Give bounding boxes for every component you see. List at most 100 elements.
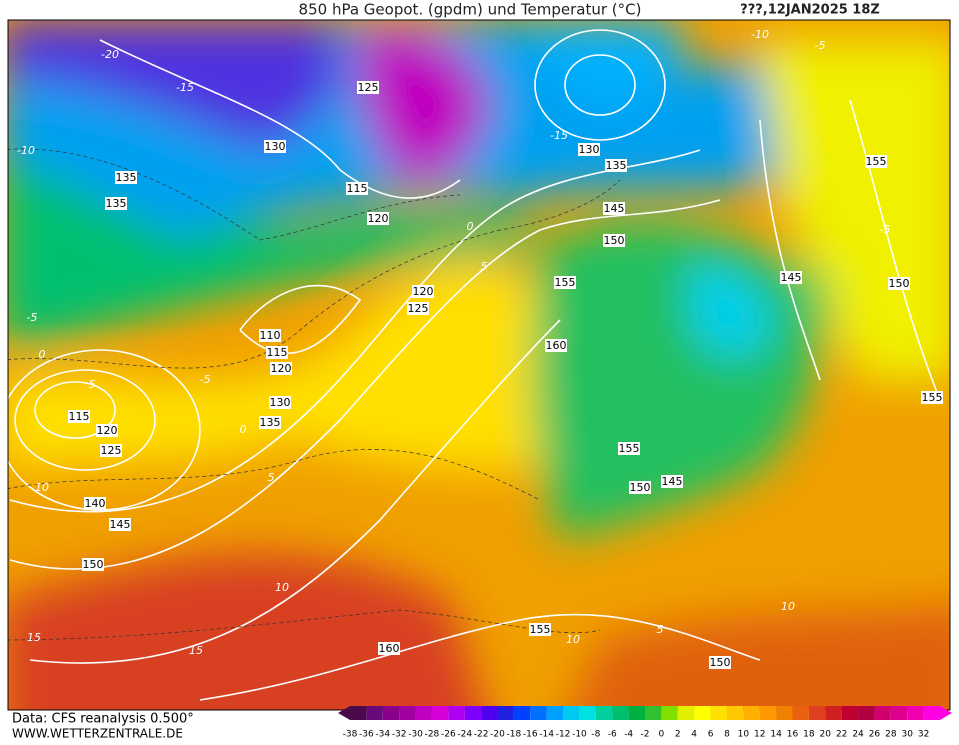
geopotential-label: 140 [85, 497, 106, 510]
scale-label: 8 [724, 730, 730, 740]
scale-label: 18 [803, 730, 815, 740]
temperature-label: 10 [275, 581, 289, 594]
scale-swatch [431, 706, 449, 720]
scale-label: -4 [624, 730, 633, 740]
label-box [921, 391, 943, 404]
scale-label: -12 [556, 730, 571, 740]
label-box [709, 656, 731, 669]
scale-swatch [694, 706, 711, 720]
scale-swatch [399, 706, 416, 720]
scale-label: -26 [441, 730, 456, 740]
geopotential-label: 150 [604, 234, 625, 247]
label-box [378, 642, 400, 655]
scale-swatch [792, 706, 809, 720]
scale-label: 10 [738, 730, 750, 740]
geopotential-label: 150 [889, 277, 910, 290]
geopotential-label: 120 [413, 285, 434, 298]
scale-swatch [366, 706, 383, 720]
scale-label: -22 [474, 730, 489, 740]
label-box [270, 362, 292, 375]
scale-swatch [923, 706, 940, 720]
color-scale: -38 -36 -34 -32 -30 -28 -26 -24 -22 -20 -18 -16 -14-… [338, 706, 952, 740]
scale-swatch [612, 706, 629, 720]
scale-label: 26 [869, 730, 881, 740]
scale-swatch [808, 706, 826, 720]
scale-swatch [579, 706, 596, 720]
geopotential-label: 115 [347, 182, 368, 195]
scale-label: -32 [392, 730, 407, 740]
scale-swatch [595, 706, 613, 720]
temperature-label: -10 [17, 144, 35, 157]
scale-swatch [661, 706, 678, 720]
geopotential-label: 125 [408, 302, 429, 315]
scale-label: -24 [457, 730, 472, 740]
label-box [629, 481, 651, 494]
label-box [259, 329, 281, 342]
geopotential-label: 130 [265, 140, 286, 153]
label-box [545, 339, 567, 352]
label-box [603, 202, 625, 215]
geopotential-label: 155 [619, 442, 640, 455]
website: WWW.WETTERZENTRALE.DE [12, 727, 183, 741]
label-box [618, 442, 640, 455]
scale-swatch [415, 706, 432, 720]
geopotential-label: 155 [866, 155, 887, 168]
scale-label: -14 [539, 730, 554, 740]
label-box [264, 140, 286, 153]
scale-swatch [874, 706, 891, 720]
geopotential-label: 125 [101, 444, 122, 457]
scale-label: -36 [359, 730, 374, 740]
map-area: 125 130 135 135 115 120 120 125 110 115 120 130 135 1… [8, 20, 950, 710]
geopotential-label: 145 [781, 271, 802, 284]
scale-label: -8 [591, 730, 600, 740]
geopotential-label: 125 [358, 81, 379, 94]
label-box [888, 277, 910, 290]
scale-swatch [513, 706, 531, 720]
temperature-label: -10 [751, 28, 769, 41]
scale-label: 16 [787, 730, 799, 740]
label-box [346, 182, 368, 195]
label-box [357, 81, 379, 94]
data-source: Data: CFS reanalysis 0.500° [12, 712, 194, 727]
scale-label: 0 [659, 730, 665, 740]
temperature-label: 5 [657, 623, 664, 636]
temperature-label: 15 [27, 631, 41, 644]
label-box [266, 346, 288, 359]
geopotential-label: 155 [555, 276, 576, 289]
geopotential-label: 135 [260, 416, 281, 429]
temperature-label: -5 [815, 39, 826, 52]
temperature-label: 10 [35, 481, 49, 494]
label-box [259, 416, 281, 429]
label-box [407, 302, 429, 315]
geopotential-label: 150 [630, 481, 651, 494]
geopotential-label: 160 [379, 642, 400, 655]
label-box [661, 475, 683, 488]
scale-label: 14 [770, 730, 782, 740]
label-box [529, 623, 551, 636]
scale-label: -34 [375, 730, 390, 740]
label-box [865, 155, 887, 168]
label-box [109, 518, 131, 531]
temperature-label: 5 [89, 378, 96, 391]
geopotential-label: 150 [710, 656, 731, 669]
temperature-label: -5 [27, 311, 38, 324]
scale-swatch [776, 706, 793, 720]
scale-label: 30 [901, 730, 913, 740]
scale-swatch [743, 706, 760, 720]
scale-swatch [448, 706, 465, 720]
temperature-field [8, 20, 950, 710]
label-box [96, 424, 118, 437]
scale-arrow-left [338, 706, 350, 720]
scale-label: 22 [836, 730, 847, 740]
geopotential-label: 135 [606, 159, 627, 172]
scale-swatch [841, 706, 859, 720]
scale-swatch [464, 706, 482, 720]
geopotential-label: 130 [579, 143, 600, 156]
scale-swatch [825, 706, 842, 720]
geopotential-label: 145 [110, 518, 131, 531]
scale-swatch [759, 706, 777, 720]
scale-label: 24 [852, 730, 864, 740]
scale-swatch [481, 706, 498, 720]
label-box [105, 197, 127, 210]
